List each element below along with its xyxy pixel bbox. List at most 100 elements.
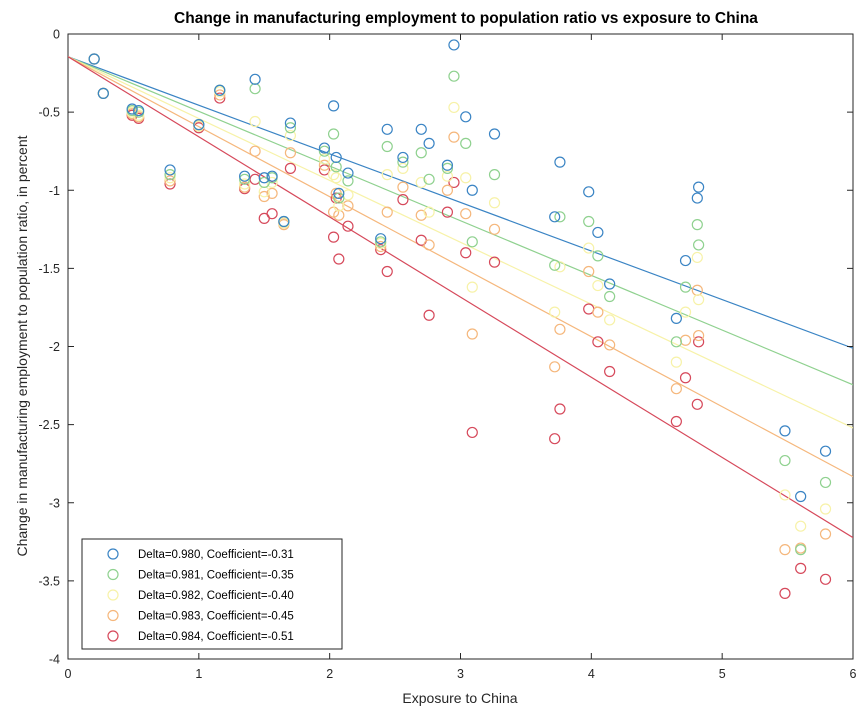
data-point xyxy=(488,223,501,235)
data-point xyxy=(318,153,331,165)
data-point xyxy=(397,181,409,193)
data-point xyxy=(779,587,791,599)
data-point xyxy=(249,83,261,95)
data-point xyxy=(415,209,427,221)
chart-title: Change in manufacturing employment to po… xyxy=(174,10,758,27)
data-point xyxy=(381,265,393,278)
data-point xyxy=(284,122,297,134)
data-point xyxy=(318,159,331,171)
data-point xyxy=(415,147,427,159)
data-point xyxy=(423,239,435,251)
data-point xyxy=(583,242,595,254)
data-point xyxy=(441,206,454,218)
data-point xyxy=(670,415,682,428)
data-point xyxy=(333,187,345,199)
data-point xyxy=(448,176,460,189)
data-point xyxy=(375,240,387,253)
data-point xyxy=(239,173,251,185)
data-point xyxy=(249,115,261,128)
data-point xyxy=(679,306,692,318)
data-point xyxy=(592,306,604,318)
data-point xyxy=(327,128,340,140)
data-point xyxy=(549,211,561,223)
data-point xyxy=(693,294,705,306)
data-point xyxy=(333,200,345,212)
legend-marker xyxy=(107,630,119,642)
data-point xyxy=(375,233,387,245)
data-point xyxy=(342,220,354,232)
legend-marker xyxy=(107,609,119,622)
data-point xyxy=(488,169,501,181)
data-point xyxy=(554,156,566,168)
data-point xyxy=(333,209,345,221)
data-point xyxy=(779,425,791,437)
data-point xyxy=(249,73,261,85)
legend-entry-label: Delta=0.980, Coefficient=-0.31 xyxy=(138,549,294,561)
data-point xyxy=(441,162,454,174)
data-point xyxy=(679,281,692,293)
data-point xyxy=(679,254,692,267)
data-point xyxy=(819,445,832,457)
x-tick-label: 2 xyxy=(326,667,333,681)
data-point xyxy=(284,129,297,142)
data-point xyxy=(670,383,682,395)
data-point xyxy=(604,290,616,303)
data-point xyxy=(691,192,703,204)
x-axis-label: Exposure to China xyxy=(402,690,517,706)
fit-line-series-3 xyxy=(68,56,853,429)
data-point xyxy=(693,336,705,348)
legend-entry-label: Delta=0.981, Coefficient=-0.35 xyxy=(138,570,294,582)
data-point xyxy=(691,398,703,410)
data-point xyxy=(693,329,705,342)
data-point xyxy=(164,172,176,184)
data-point xyxy=(592,250,604,262)
data-point xyxy=(318,145,331,157)
data-point xyxy=(592,226,604,239)
legend-entry-label: Delta=0.983, Coefficient=-0.45 xyxy=(138,611,294,623)
data-point xyxy=(488,197,501,209)
data-point xyxy=(795,562,807,574)
x-tick-label: 0 xyxy=(65,667,72,681)
data-point xyxy=(415,123,427,135)
legend-marker xyxy=(107,548,119,560)
data-point xyxy=(284,162,297,174)
data-point xyxy=(423,173,435,185)
data-point xyxy=(397,162,409,174)
data-point xyxy=(488,128,501,140)
data-point xyxy=(448,101,460,114)
data-point xyxy=(284,117,297,129)
data-point xyxy=(239,178,251,190)
fit-line-series-5 xyxy=(68,56,853,539)
markers-group xyxy=(88,39,832,599)
data-point xyxy=(164,178,176,190)
data-point xyxy=(381,123,393,135)
data-point xyxy=(488,256,501,268)
data-point xyxy=(819,503,832,515)
data-point xyxy=(779,544,791,556)
data-point xyxy=(133,104,145,117)
data-point xyxy=(554,403,566,415)
y-tick-label: -4 xyxy=(49,653,60,667)
data-point xyxy=(214,89,226,101)
axis-ticks-group: 0 1 2 3 4 5 6 0 -0.5 -1 -1.5 -2 -2.5 -3 -3.5 -4 xyxy=(38,28,856,682)
data-point xyxy=(249,145,261,157)
fit-line-series-1 xyxy=(68,56,853,349)
data-point xyxy=(583,265,595,278)
data-point xyxy=(679,372,692,384)
data-point xyxy=(327,100,340,112)
data-point xyxy=(819,528,832,540)
data-point xyxy=(448,70,460,82)
x-tick-label: 4 xyxy=(588,667,595,681)
data-point xyxy=(327,231,340,243)
data-point xyxy=(258,190,270,203)
data-point xyxy=(549,361,561,373)
data-point xyxy=(779,454,791,467)
data-point xyxy=(604,339,616,351)
y-tick-label: 0 xyxy=(53,28,60,42)
data-point xyxy=(397,156,409,168)
data-point xyxy=(415,176,427,189)
fit-lines-group xyxy=(68,56,853,539)
data-point xyxy=(441,159,454,171)
data-point xyxy=(266,208,278,220)
